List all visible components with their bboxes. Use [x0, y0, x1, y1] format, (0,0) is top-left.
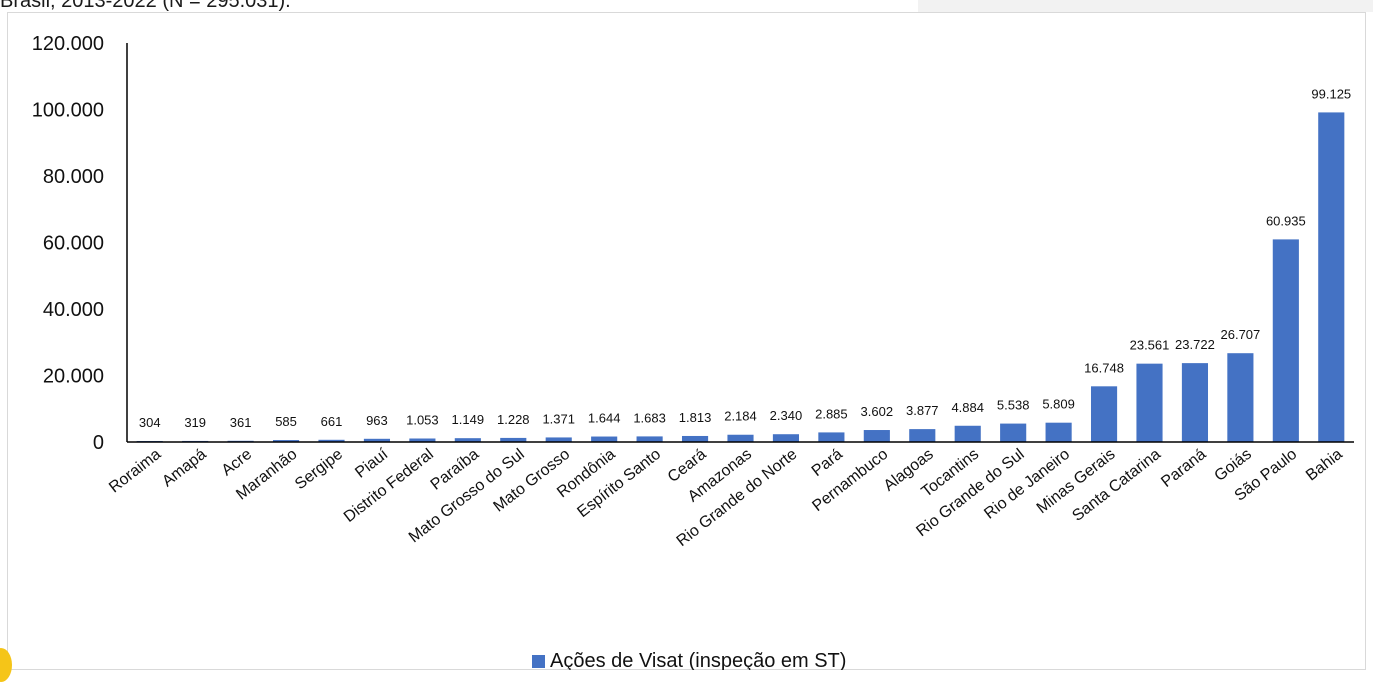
figure-caption: Brasil, 2013-2022 (N = 295.031).	[0, 0, 450, 12]
data-label: 26.707	[1221, 327, 1261, 342]
y-tick-label: 100.000	[32, 100, 104, 122]
data-label: 3.877	[906, 403, 939, 418]
x-tick-label: Paraná	[1158, 446, 1209, 491]
data-label: 23.561	[1130, 338, 1170, 353]
bar	[1000, 423, 1027, 442]
data-label: 585	[275, 414, 297, 429]
bar	[863, 430, 890, 442]
data-label: 60.935	[1266, 213, 1306, 228]
data-label: 16.748	[1084, 360, 1124, 375]
data-label: 1.149	[452, 412, 485, 427]
bar	[909, 429, 936, 442]
x-tick-label: Bahia	[1303, 446, 1346, 485]
data-label: 3.602	[861, 404, 894, 419]
legend-swatch	[532, 655, 545, 668]
y-tick-label: 120.000	[32, 33, 104, 55]
x-tick-label: Amapá	[159, 446, 209, 491]
x-tick-label: Roraima	[106, 446, 164, 497]
data-label: 319	[184, 415, 206, 430]
data-label: 2.885	[815, 406, 848, 421]
y-tick-label: 20.000	[43, 366, 104, 388]
bar	[681, 435, 709, 442]
data-label: 1.813	[679, 410, 712, 425]
bar	[1136, 363, 1163, 442]
data-label: 99.125	[1311, 86, 1351, 101]
bar	[818, 432, 845, 442]
y-tick-label: 80.000	[43, 166, 104, 188]
bar	[500, 437, 527, 442]
bar	[1181, 363, 1209, 442]
bar	[409, 438, 436, 442]
bar	[1227, 353, 1254, 442]
chart-frame	[7, 12, 1366, 670]
x-tick-label: Pará	[809, 446, 846, 480]
data-label: 2.340	[770, 408, 803, 423]
bar	[772, 434, 800, 442]
bar	[1090, 386, 1118, 442]
data-label: 1.683	[633, 410, 666, 425]
data-label: 304	[139, 415, 161, 430]
bar	[636, 436, 663, 442]
data-label: 5.538	[997, 398, 1030, 413]
bar	[1318, 112, 1345, 443]
data-label: 1.228	[497, 412, 530, 427]
bar	[454, 438, 481, 442]
data-label: 23.722	[1175, 337, 1215, 352]
legend-label: Ações de Visat (inspeção em ST)	[550, 650, 846, 670]
y-tick-label: 0	[93, 432, 104, 454]
bar	[318, 439, 345, 442]
data-label: 2.184	[724, 409, 757, 424]
data-label: 1.371	[542, 411, 575, 426]
bar	[1045, 422, 1072, 442]
x-tick-label: Acre	[219, 446, 255, 480]
bar	[363, 438, 391, 442]
data-label: 5.809	[1042, 397, 1075, 412]
x-tick-label: Sergipe	[292, 446, 346, 493]
data-label: 1.053	[406, 412, 439, 427]
top-right-strip	[918, 0, 1373, 12]
data-label: 4.884	[951, 400, 984, 415]
data-label: 1.644	[588, 411, 621, 426]
y-tick-label: 60.000	[43, 233, 104, 255]
bar	[1272, 239, 1299, 442]
y-tick-label: 40.000	[43, 299, 104, 321]
bars	[136, 112, 1345, 443]
bar	[954, 425, 981, 442]
bar	[727, 434, 754, 442]
data-label: 361	[230, 415, 252, 430]
y-axis-ticks: 0 20.000 40.000 60.000 80.000 100.000 120.000	[32, 33, 104, 454]
data-label: 661	[321, 414, 343, 429]
legend: Ações de Visat (inspeção em ST)	[532, 650, 846, 670]
bar	[272, 440, 300, 442]
x-tick-label: Espírito Santo	[574, 446, 664, 521]
data-label: 963	[366, 413, 388, 428]
bar	[545, 437, 572, 442]
data-labels: 304 319 361 585 661 963 1.053 1.149 1.228 1.371 1.…	[139, 86, 1351, 430]
bar	[591, 436, 618, 442]
